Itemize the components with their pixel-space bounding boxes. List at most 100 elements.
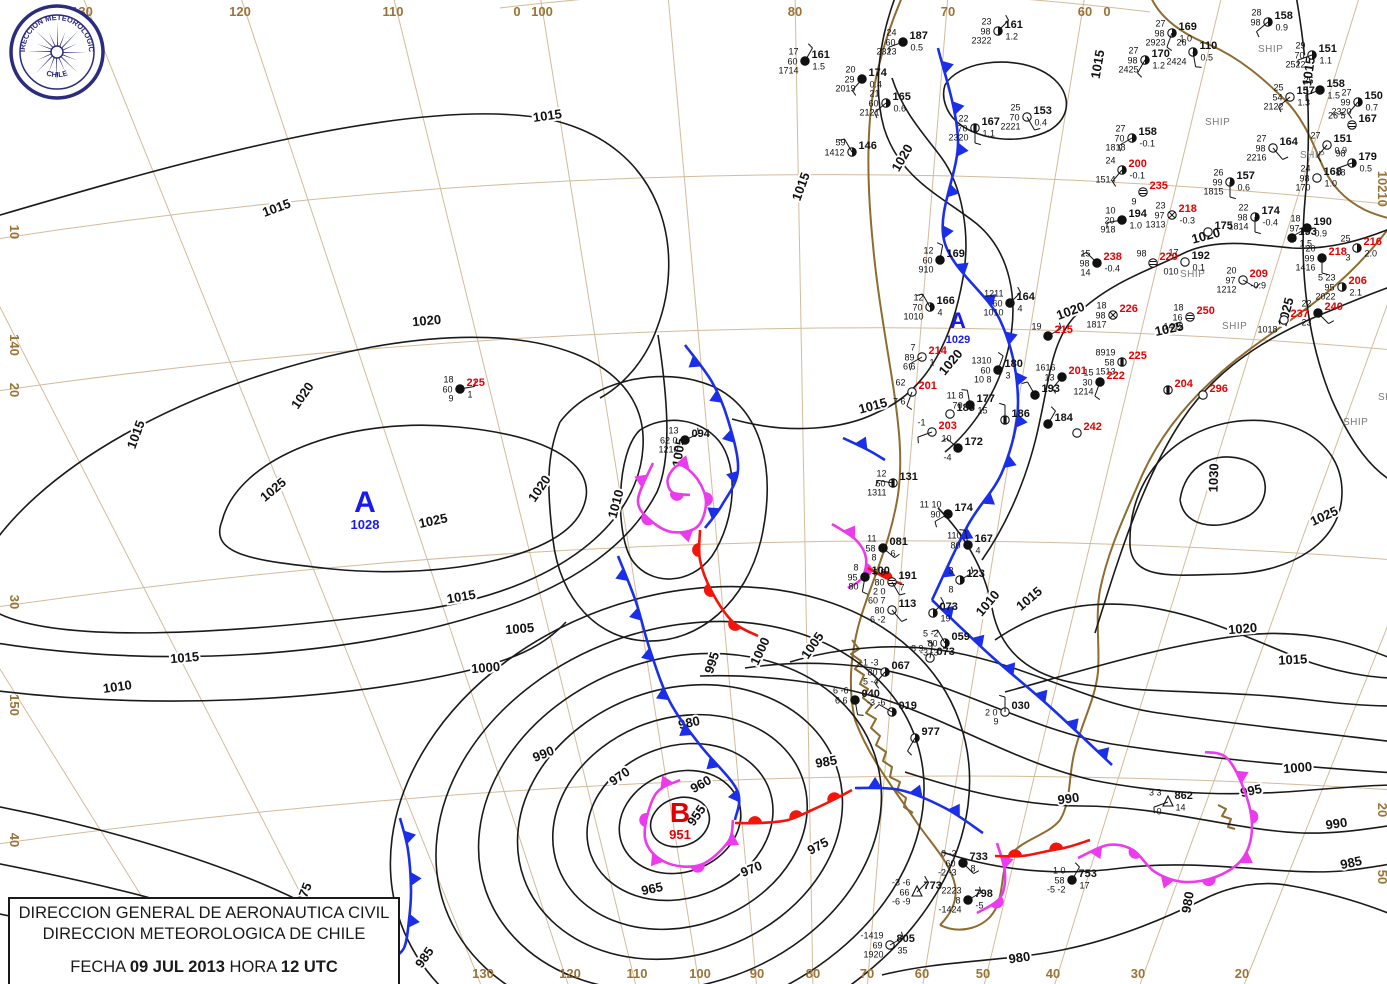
station-tendency: -0.1 bbox=[1130, 171, 1146, 181]
station-temp: 15 bbox=[1083, 368, 1093, 378]
station-dewpoint: 2320 bbox=[948, 133, 968, 143]
station-pressure: 123 bbox=[967, 568, 985, 580]
station-temp: 60 7 bbox=[868, 596, 886, 606]
station-temp: 6 -6 bbox=[833, 686, 849, 696]
station-pressure: 194 bbox=[1129, 208, 1148, 220]
front-symbol bbox=[1089, 846, 1103, 860]
station-temp: 18 bbox=[1096, 301, 1106, 311]
grid-label-top: 0 bbox=[1103, 4, 1110, 19]
chart-time: 12 UTC bbox=[280, 958, 338, 977]
station-visibility: 60 bbox=[992, 299, 1002, 309]
station-visibility: 20 bbox=[1104, 216, 1114, 226]
station-visibility: 80 bbox=[867, 668, 877, 678]
occluded-front bbox=[636, 462, 708, 534]
isobar bbox=[548, 375, 768, 642]
station-visibility: 60 bbox=[442, 385, 452, 395]
station-temp: 26 bbox=[1213, 168, 1223, 178]
station-pressure: 226 bbox=[1120, 303, 1138, 315]
station-tendency: 14 bbox=[1176, 803, 1186, 813]
station-pressure: 190 bbox=[1314, 216, 1332, 228]
isobar-value-label: 980 bbox=[1178, 890, 1197, 914]
station-temp: 1 0 bbox=[1053, 866, 1066, 876]
station-plot: 296 bbox=[1198, 383, 1228, 400]
station-tendency: 0.1 bbox=[1193, 263, 1206, 273]
front-symbol bbox=[1034, 689, 1048, 703]
station-temp: 22 bbox=[1301, 299, 1311, 309]
grid-label-top: 100 bbox=[531, 4, 553, 19]
front-symbol bbox=[942, 225, 954, 239]
grid-label-top: 120 bbox=[229, 4, 251, 19]
station-dewpoint: 1920 bbox=[863, 950, 883, 960]
front-symbol bbox=[727, 788, 740, 803]
station-pressure: 225 bbox=[1129, 350, 1147, 362]
station-plot: 184 bbox=[1043, 406, 1074, 429]
station-visibility: 97 bbox=[1225, 276, 1235, 286]
isobar-value-label: 990 bbox=[1057, 790, 1081, 808]
isobar-value-label: 1015 bbox=[1088, 49, 1108, 80]
station-visibility: 60 bbox=[885, 38, 895, 48]
station-temp: 25 bbox=[1340, 234, 1350, 244]
station-temp: 19 bbox=[1031, 322, 1041, 332]
front-symbol bbox=[403, 830, 417, 845]
front-symbol bbox=[1128, 847, 1141, 859]
front-symbol bbox=[408, 913, 420, 928]
station-pressure: 201 bbox=[1069, 365, 1087, 377]
station-temp: 21 bbox=[869, 89, 879, 99]
station-dewpoint: 910 bbox=[918, 265, 933, 275]
station-visibility: 60 bbox=[868, 99, 878, 109]
station-dewpoint: 1311 bbox=[867, 488, 886, 498]
front-symbol bbox=[941, 60, 954, 75]
front-symbol bbox=[728, 619, 741, 631]
station-pressure: 169 bbox=[947, 248, 965, 260]
station-plot: 977 bbox=[907, 726, 940, 756]
station-plot: 215 19 bbox=[1031, 322, 1073, 341]
station-dewpoint: 2322 bbox=[971, 36, 991, 46]
grid-label-right: 210 bbox=[1375, 185, 1387, 207]
front-symbol bbox=[909, 784, 923, 798]
station-temp: 10 bbox=[941, 434, 951, 444]
title-line-2: DIRECCION METEOROLOGICA DE CHILE bbox=[42, 924, 366, 943]
grid-label-bottom: 100 bbox=[689, 966, 711, 981]
station-temp: -1 -3 bbox=[860, 658, 879, 668]
station-temp: 12 bbox=[913, 293, 923, 303]
front-symbol bbox=[725, 833, 740, 846]
station-plot: 185 bbox=[945, 402, 975, 419]
station-visibility: 66 bbox=[899, 888, 909, 898]
station-tendency: 0.5 bbox=[1360, 164, 1373, 174]
station-temp: 8 bbox=[853, 563, 858, 573]
station-pressure: 172 bbox=[965, 436, 983, 448]
station-dewpoint: 2 0 bbox=[873, 587, 886, 597]
front-symbol bbox=[615, 568, 629, 582]
station-dewpoint: 1514 bbox=[1095, 175, 1115, 185]
grid-label-bottom: 50 bbox=[976, 966, 990, 981]
isobar-value-label: 1015 bbox=[532, 106, 563, 125]
station-plot: 240 22 23 bbox=[1301, 299, 1342, 328]
grid-label-left: 30 bbox=[7, 595, 22, 609]
station-dewpoint: 2121 bbox=[859, 108, 879, 118]
isobar-value-label: 985 bbox=[1339, 853, 1363, 872]
isobar-value-label: 1000 bbox=[1283, 759, 1313, 776]
front-symbol bbox=[971, 634, 985, 648]
station-dewpoint: 2522 bbox=[1285, 60, 1305, 70]
isobar-value-label: 1015 bbox=[857, 395, 889, 417]
station-temp: 27 bbox=[1155, 19, 1165, 29]
grid-label-left: 10 bbox=[7, 225, 22, 239]
station-visibility: 13 bbox=[1044, 373, 1054, 383]
station-tendency: 1.5 bbox=[813, 62, 826, 72]
title-line-1: DIRECCION GENERAL DE AERONAUTICA CIVIL bbox=[18, 904, 390, 922]
station-pressure: 242 bbox=[1084, 421, 1102, 433]
station-dewpoint: 7 6 bbox=[893, 397, 906, 407]
station-pressure: 240 bbox=[1325, 301, 1343, 313]
front-symbol bbox=[1096, 747, 1110, 761]
station-pressure: 059 bbox=[952, 631, 970, 643]
front-symbol bbox=[670, 492, 684, 501]
isobar bbox=[744, 662, 1387, 774]
station-temp: 0 -2 bbox=[941, 849, 957, 859]
station-dewpoint: 2019 bbox=[835, 84, 855, 94]
